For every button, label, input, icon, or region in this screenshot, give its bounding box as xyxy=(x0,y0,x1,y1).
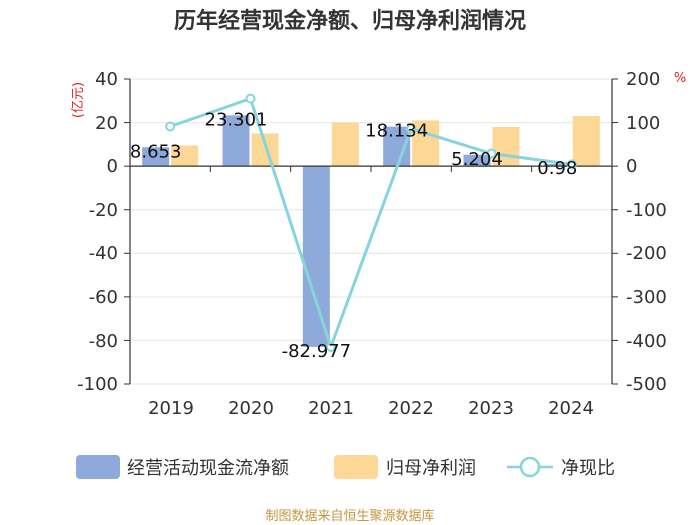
legend: 经营活动现金流净额 归母净利润 净现比 xyxy=(76,455,615,479)
right-tick-label: 0 xyxy=(626,156,637,177)
right-axis-unit: % xyxy=(674,71,686,86)
data-label-cashflow: 18.134 xyxy=(365,121,428,142)
data-label-cashflow: 5.204 xyxy=(451,149,503,170)
left-tick-label: -20 xyxy=(89,200,118,221)
right-tick-label: -300 xyxy=(626,287,667,308)
ratio-point xyxy=(486,148,497,159)
right-tick-label: 200 xyxy=(626,69,660,90)
bar-profit xyxy=(171,145,199,167)
left-tick-label: 0 xyxy=(107,156,118,177)
bar-cashflow xyxy=(463,154,491,167)
ratio-point xyxy=(325,341,336,352)
bar-profit xyxy=(492,126,520,167)
bar-profit xyxy=(331,122,359,167)
x-tick-label: 2024 xyxy=(548,398,594,419)
left-axis-unit: (亿元) xyxy=(71,82,86,118)
data-label-cashflow: 0.98 xyxy=(537,158,577,179)
bar-profit xyxy=(572,116,600,167)
left-tick-label: -100 xyxy=(77,374,118,395)
ratio-point xyxy=(245,93,256,104)
ratio-line-path xyxy=(169,96,573,352)
bar-cashflow xyxy=(302,166,330,347)
data-labels: 8.653 23.301 -82.977 18.134 5.204 0.98 xyxy=(130,109,577,362)
legend-marker-ratio xyxy=(519,456,541,478)
ratio-point xyxy=(165,121,176,132)
right-tick-label: -500 xyxy=(626,374,667,395)
data-label-cashflow: -82.977 xyxy=(282,341,351,362)
right-axis-ticks: 200 100 0 -100 -200 -300 -400 -500 xyxy=(626,69,667,395)
legend-swatch-profit xyxy=(334,455,378,479)
legend-label-profit: 归母净利润 xyxy=(386,458,476,479)
right-tick-label: -400 xyxy=(626,331,667,352)
chart-title: 历年经营现金净额、归母净利润情况 xyxy=(174,8,526,34)
bar-cashflow xyxy=(543,164,571,167)
data-label-cashflow: 23.301 xyxy=(205,109,268,130)
legend-swatch-cashflow xyxy=(76,455,120,479)
left-tick-label: 20 xyxy=(95,113,118,134)
x-tick-label: 2021 xyxy=(308,398,354,419)
left-axis-ticks: 40 20 0 -20 -40 -60 -80 -100 xyxy=(77,69,118,395)
x-axis-ticks: 2019 2020 2021 2022 2023 2024 xyxy=(148,398,594,419)
source-note: 制图数据来自恒生聚源数据库 xyxy=(265,508,434,524)
legend-label-cashflow: 经营活动现金流净额 xyxy=(127,458,289,479)
right-tick-label: 100 xyxy=(626,113,660,134)
left-tick-label: 40 xyxy=(95,69,118,90)
data-label-cashflow: 8.653 xyxy=(130,141,182,162)
bars xyxy=(142,115,600,347)
right-tick-label: -100 xyxy=(626,200,667,221)
right-tick-label: -200 xyxy=(626,243,667,264)
bar-profit xyxy=(251,133,279,167)
left-tick-label: -60 xyxy=(89,287,118,308)
left-tick-label: -40 xyxy=(89,243,118,264)
left-tick-label: -80 xyxy=(89,331,118,352)
ratio-point xyxy=(566,159,577,170)
bar-cashflow xyxy=(222,115,250,167)
x-tick-label: 2022 xyxy=(388,398,434,419)
axes xyxy=(124,78,618,385)
grid-lines xyxy=(130,78,612,385)
bar-cashflow xyxy=(142,147,170,167)
x-tick-label: 2019 xyxy=(148,398,194,419)
x-tick-label: 2023 xyxy=(468,398,514,419)
legend-label-ratio: 净现比 xyxy=(561,458,615,479)
ratio-point xyxy=(406,123,417,134)
x-tick-label: 2020 xyxy=(228,398,274,419)
ratio-line xyxy=(165,93,577,352)
bar-profit xyxy=(412,120,440,167)
